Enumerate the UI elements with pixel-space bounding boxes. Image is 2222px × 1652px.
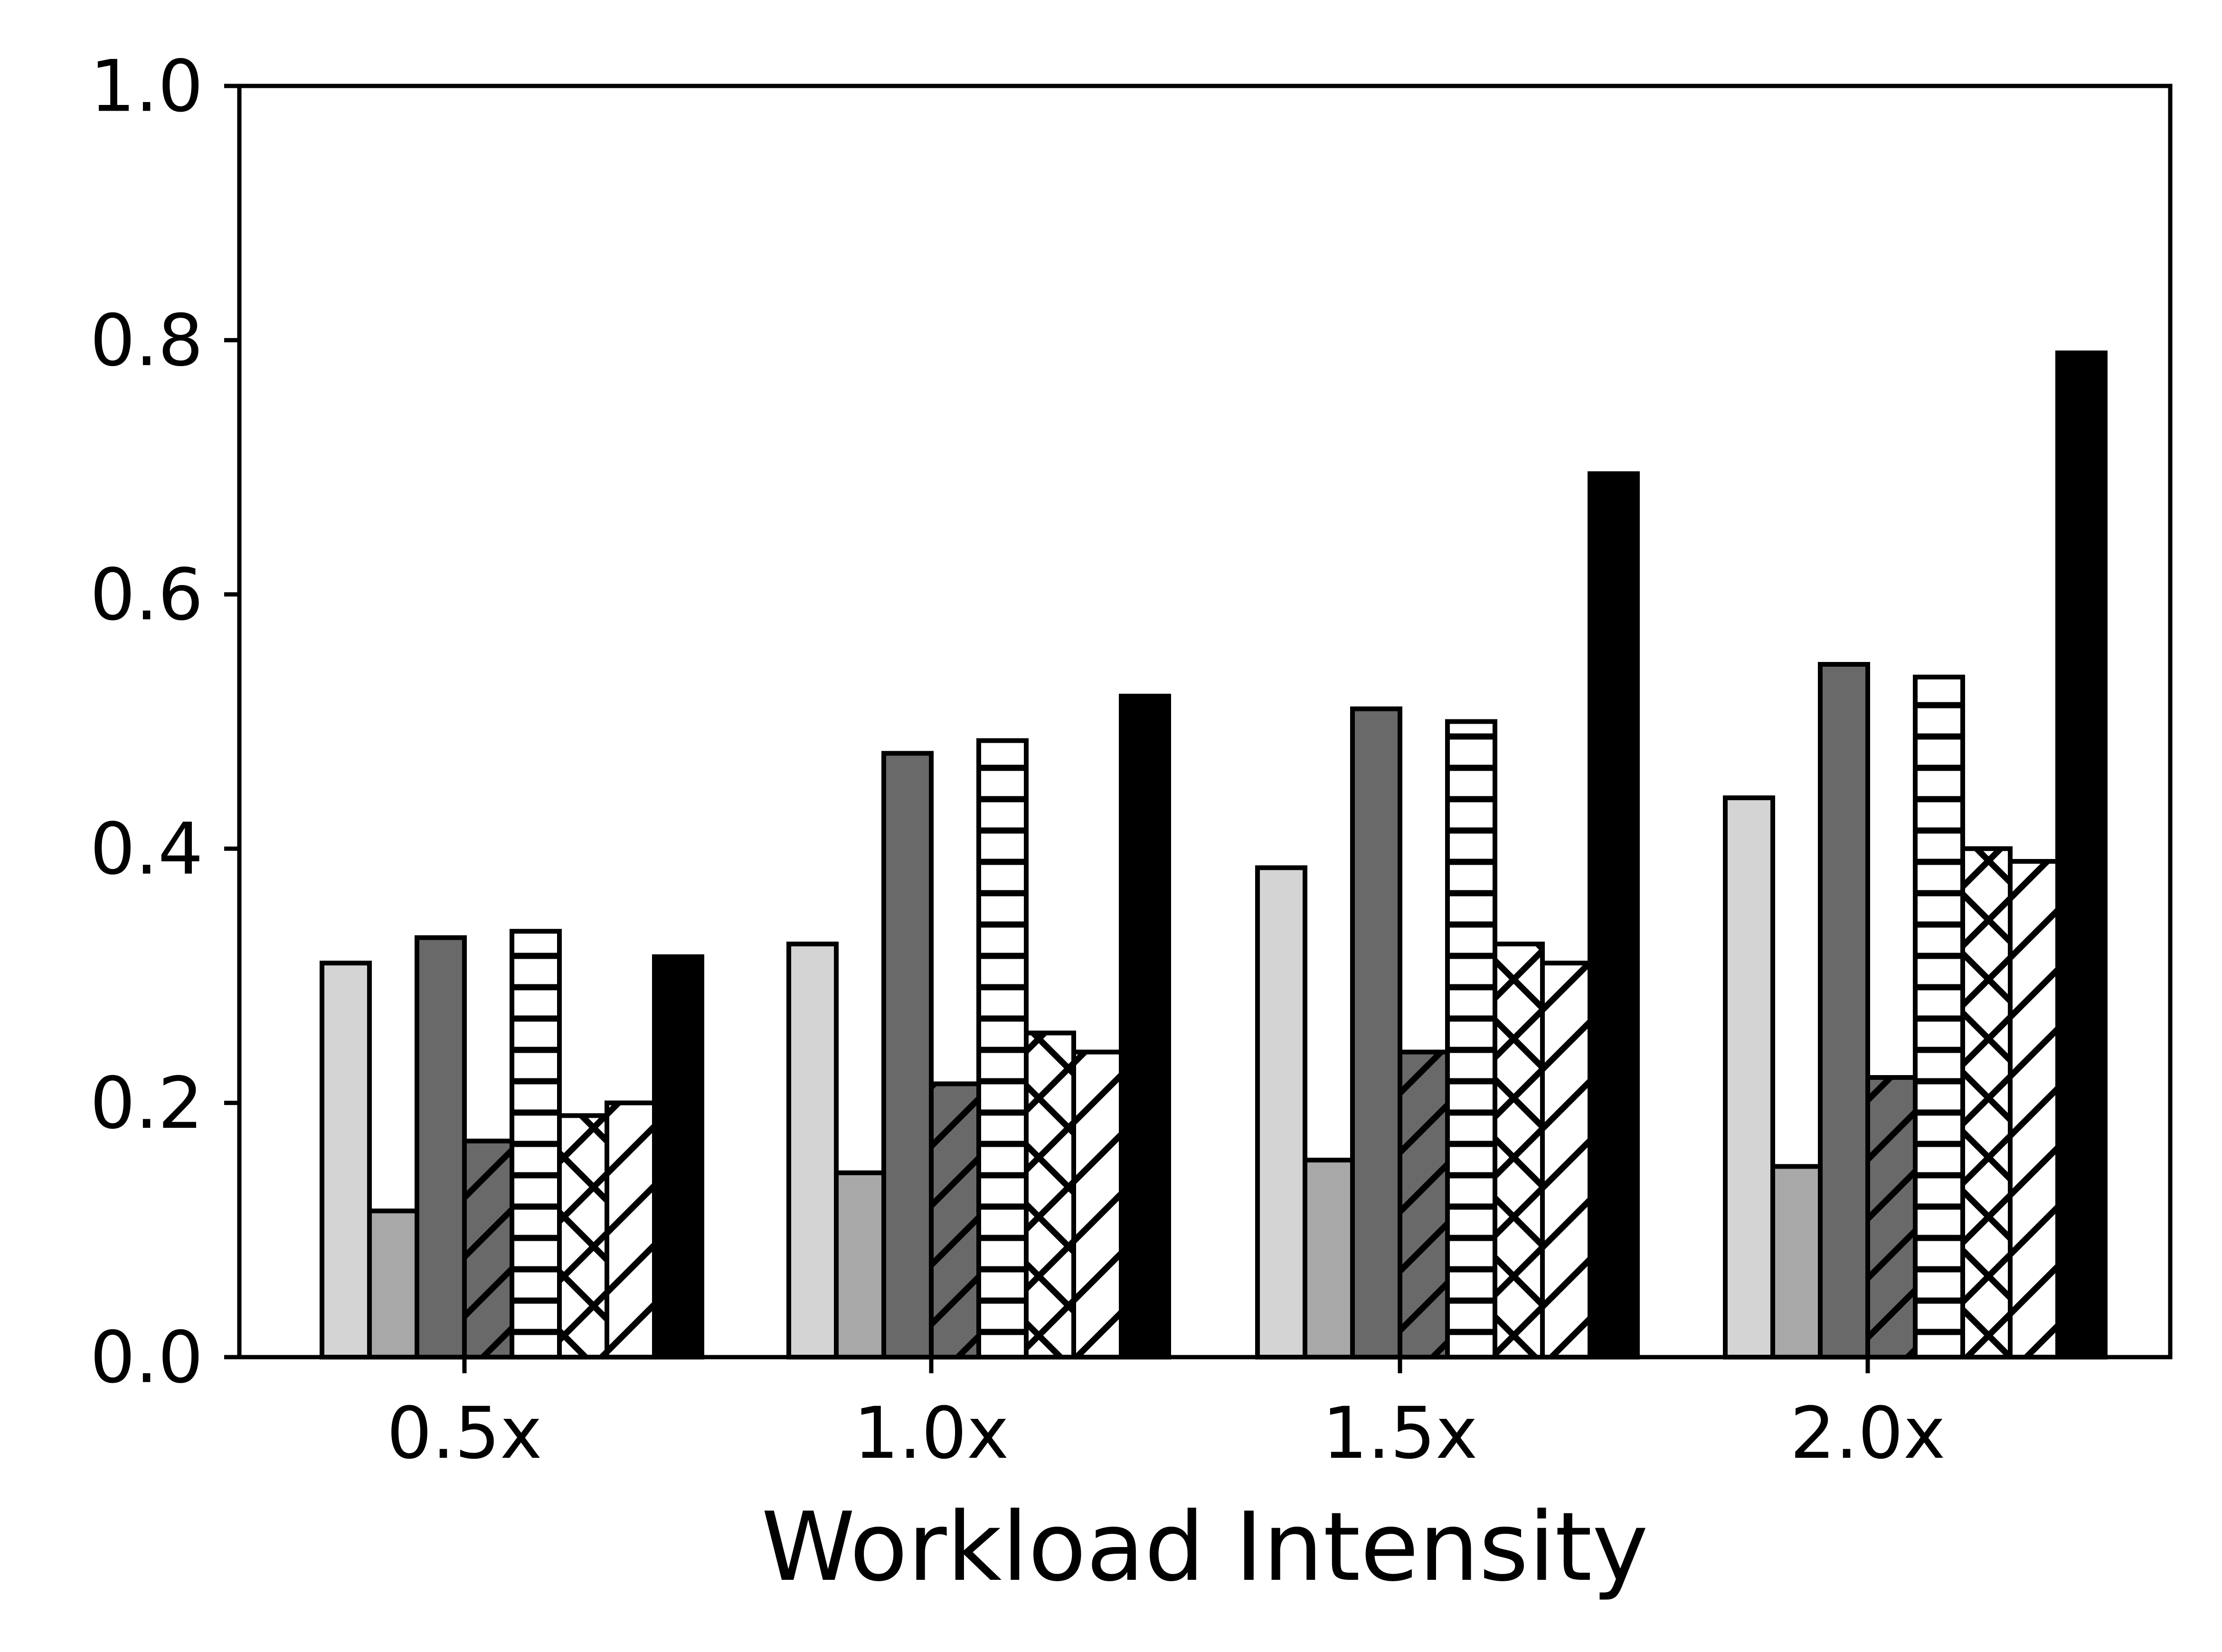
bar-white-crosshatch-2.0x xyxy=(1960,846,2013,1359)
bar-dark-gray-diagonal-0.5x xyxy=(462,1138,514,1359)
bar-white-horizontal-lines-0.5x xyxy=(510,929,562,1359)
bar-light-gray-solid-2.0x xyxy=(1723,795,1775,1359)
bar-white-crosshatch-0.5x xyxy=(557,1113,609,1360)
bar-black-solid-1.5x xyxy=(1588,471,1640,1359)
bar-light-gray-solid-1.5x xyxy=(1255,865,1307,1359)
bar-white-diagonal-1.0x xyxy=(1071,1049,1124,1359)
x-axis-title: Workload Intensity xyxy=(761,1492,1648,1603)
x-tick-label: 2.0x xyxy=(1790,1392,1945,1475)
bar-dark-gray-diagonal-1.5x xyxy=(1398,1049,1450,1359)
bar-dark-gray-solid-0.5x xyxy=(415,935,467,1359)
bars-layer xyxy=(320,350,2108,1360)
bar-white-horizontal-lines-1.5x xyxy=(1445,719,1497,1359)
bar-white-horizontal-lines-2.0x xyxy=(1913,674,1965,1359)
bar-light-gray-solid-1.0x xyxy=(786,941,839,1359)
y-tick-label: 0.8 xyxy=(90,300,203,382)
y-tick-label: 0.2 xyxy=(90,1062,203,1145)
bar-light-gray-solid-0.5x xyxy=(320,961,372,1359)
bar-white-diagonal-0.5x xyxy=(605,1100,657,1360)
bar-dark-gray-solid-2.0x xyxy=(1818,662,1870,1359)
bar-medium-gray-solid-0.5x xyxy=(367,1208,419,1360)
bar-medium-gray-solid-2.0x xyxy=(1770,1164,1823,1359)
bar-white-crosshatch-1.0x xyxy=(1024,1030,1076,1359)
axes-layer: 0.0 0.2 0.4 0.6 0.8 1.0 0.5x 1.0x 1.5x 2.0x xyxy=(90,46,1945,1475)
bar-black-solid-0.5x xyxy=(652,954,704,1359)
y-tick-label: 0.6 xyxy=(90,554,203,636)
bar-black-solid-1.0x xyxy=(1119,693,1171,1359)
y-tick-label: 0.4 xyxy=(90,808,203,891)
bar-black-solid-2.0x xyxy=(2055,350,2108,1360)
bar-white-horizontal-lines-1.0x xyxy=(976,738,1029,1359)
bar-dark-gray-solid-1.5x xyxy=(1350,706,1402,1359)
x-tick-label: 0.5x xyxy=(387,1392,542,1475)
x-tick-label: 1.0x xyxy=(853,1392,1009,1475)
bar-white-diagonal-1.5x xyxy=(1540,961,1592,1359)
bar-medium-gray-solid-1.0x xyxy=(834,1170,886,1359)
bar-dark-gray-diagonal-1.0x xyxy=(929,1081,981,1360)
bar-medium-gray-solid-1.5x xyxy=(1303,1158,1355,1359)
y-tick-label: 0.0 xyxy=(90,1317,203,1399)
bar-dark-gray-solid-1.0x xyxy=(881,751,934,1359)
y-tick-label: 1.0 xyxy=(90,46,203,128)
bar-dark-gray-diagonal-2.0x xyxy=(1865,1075,1918,1360)
bar-white-diagonal-2.0x xyxy=(2008,859,2060,1359)
bar-white-crosshatch-1.5x xyxy=(1493,941,1545,1359)
plot-frame xyxy=(237,84,2173,1359)
x-tick-label: 1.5x xyxy=(1322,1392,1477,1475)
